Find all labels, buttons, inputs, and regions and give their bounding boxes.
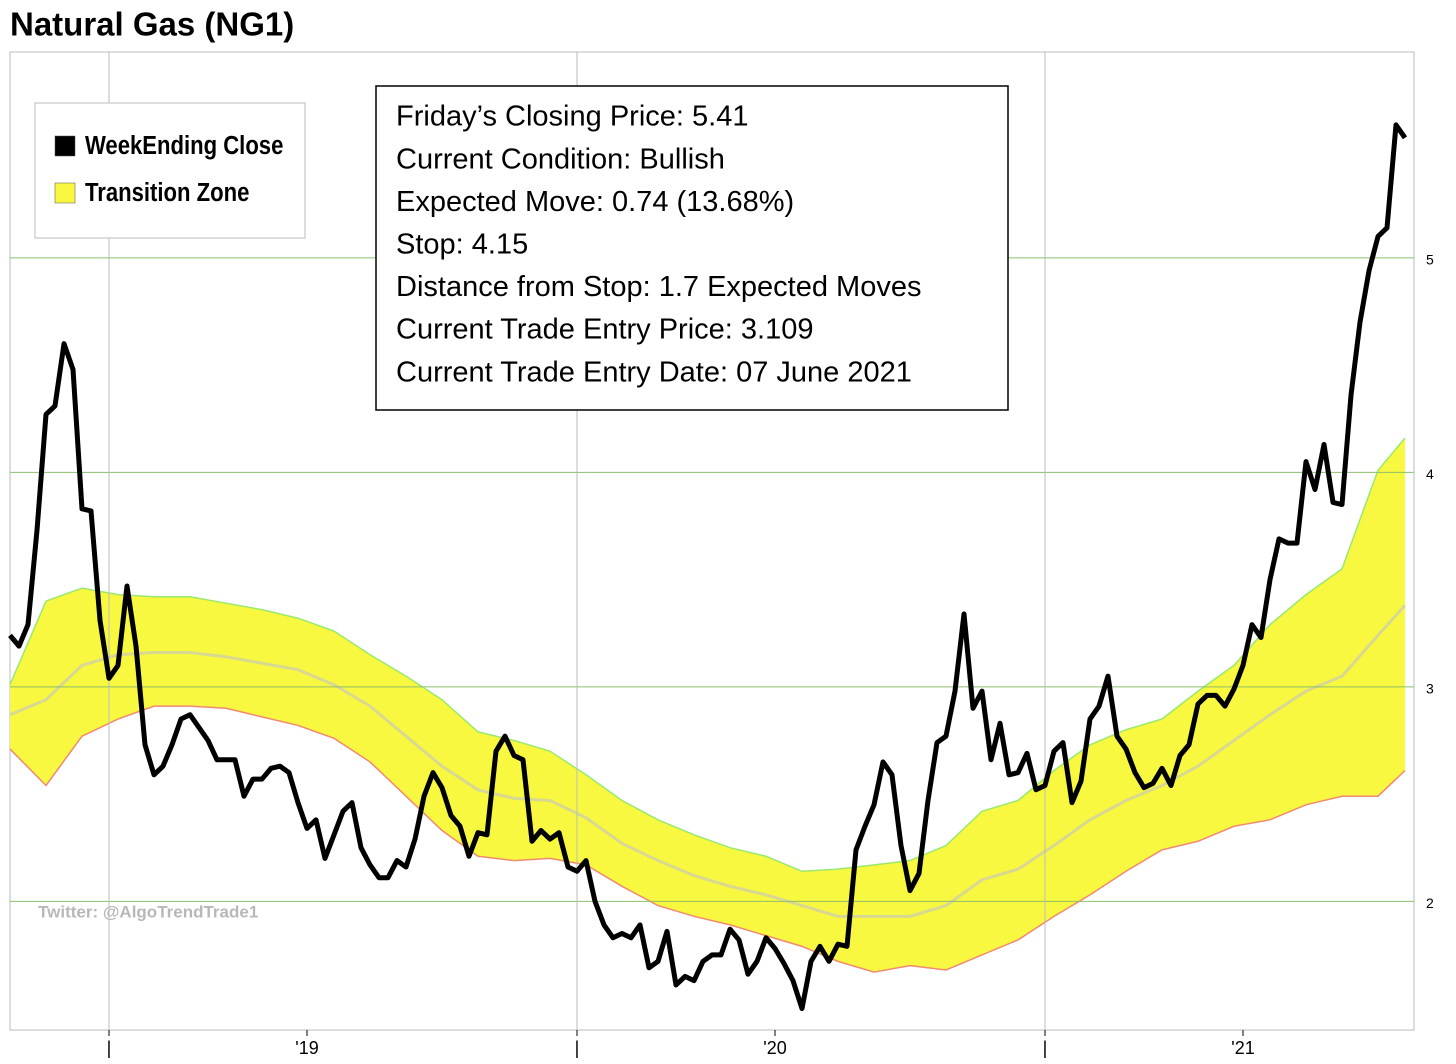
band-lower <box>9 705 1406 973</box>
y-tick-label: 2 <box>1426 895 1434 911</box>
x-tick-label: | <box>107 1038 112 1058</box>
legend-label: WeekEnding Close <box>85 131 283 160</box>
info-line: Current Condition: Bullish <box>396 143 725 175</box>
legend-swatch <box>54 135 76 157</box>
x-tick-label: '19 <box>295 1038 318 1058</box>
x-tick-label: '20 <box>763 1038 786 1058</box>
info-line: Current Trade Entry Date: 07 June 2021 <box>396 356 912 388</box>
band-upper <box>9 437 1406 873</box>
info-line: Distance from Stop: 1.7 Expected Moves <box>396 271 921 303</box>
band-middle <box>9 604 1407 918</box>
info-line: Current Trade Entry Price: 3.109 <box>396 314 813 346</box>
y-tick-label: 5 <box>1426 252 1434 268</box>
y-tick-label: 4 <box>1426 466 1434 482</box>
legend-label: Transition Zone <box>85 178 249 207</box>
info-line: Stop: 4.15 <box>396 228 528 260</box>
info-line: Friday’s Closing Price: 5.41 <box>396 101 748 133</box>
price-line <box>8 122 1408 1012</box>
y-tick-label: 3 <box>1426 681 1434 697</box>
legend-box <box>34 102 306 239</box>
watermark: Twitter: @AlgoTrendTrade1 <box>38 902 258 921</box>
info-box <box>375 85 1009 411</box>
legend-swatch <box>54 182 76 204</box>
info-line: Expected Move: 0.74 (13.68%) <box>396 186 794 218</box>
band-fill <box>10 438 1405 973</box>
chart-title: Natural Gas (NG1) <box>10 6 294 43</box>
x-tick-label: | <box>1043 1038 1048 1058</box>
x-tick-label: '21 <box>1231 1038 1254 1058</box>
x-tick-label: | <box>575 1038 580 1058</box>
